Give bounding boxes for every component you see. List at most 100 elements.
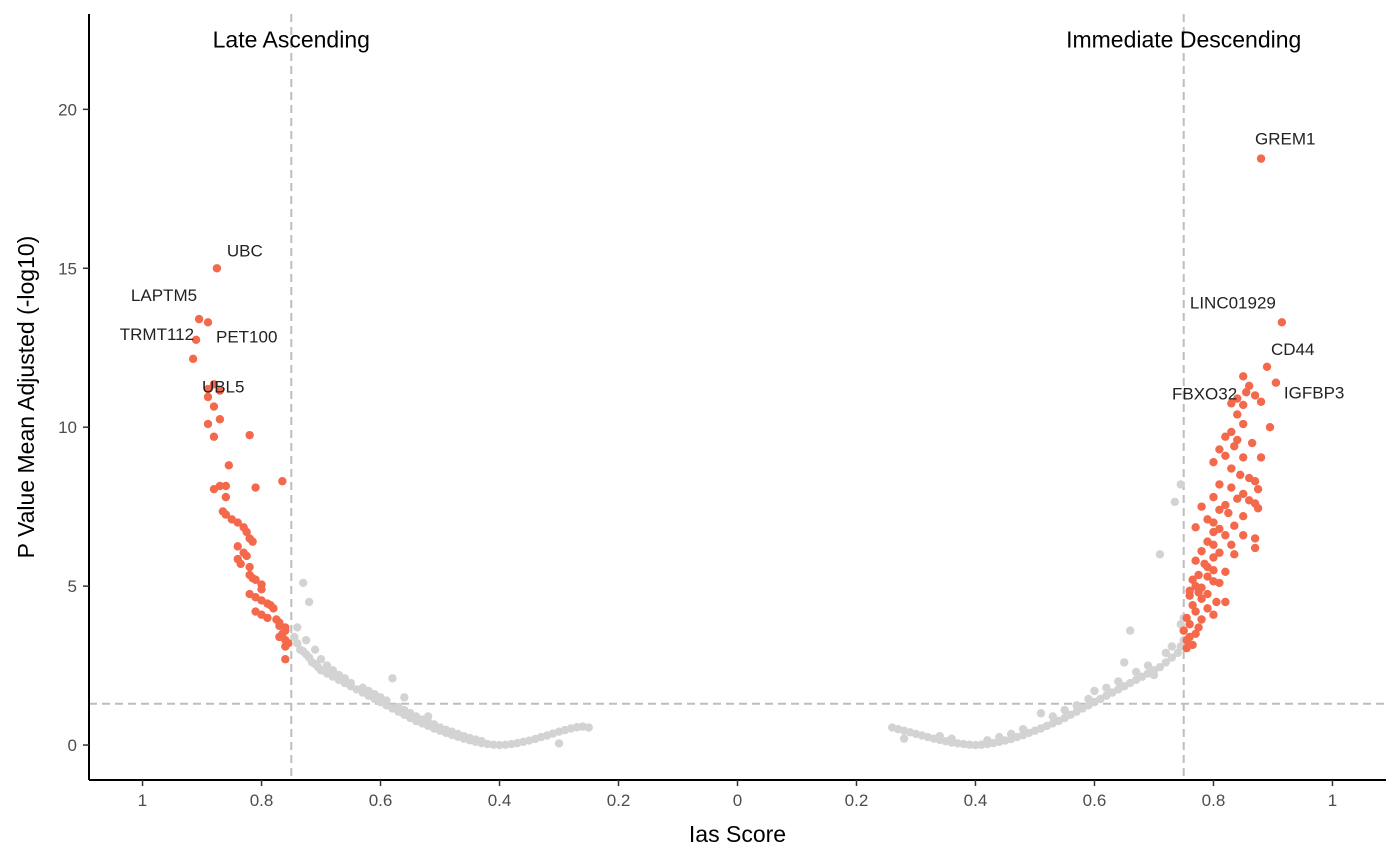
y-tick-label: 5 — [68, 577, 77, 596]
significant-point — [1215, 578, 1224, 588]
non-significant-point — [554, 739, 564, 748]
significant-point — [1185, 620, 1194, 629]
y-tick-label: 15 — [58, 259, 77, 278]
x-tick-label: 1 — [138, 791, 147, 810]
significant-point — [1250, 477, 1260, 486]
significant-point — [1233, 394, 1242, 403]
significant-point — [1233, 494, 1242, 503]
significant-point — [224, 461, 234, 470]
significant-point — [1194, 588, 1203, 597]
significant-point — [1239, 511, 1248, 521]
non-significant-point — [290, 632, 299, 642]
significant-point — [1253, 484, 1263, 494]
significant-point — [1227, 483, 1236, 492]
significant-point — [221, 481, 231, 491]
significant-point — [251, 483, 260, 492]
non-significant-point — [1114, 677, 1123, 686]
significant-point — [1227, 464, 1236, 473]
significant-point — [1239, 489, 1248, 499]
region-labels: Late Ascending Immediate Descending — [213, 26, 1302, 52]
non-significant-point — [495, 740, 504, 750]
significant-point — [215, 386, 225, 395]
non-significant-point — [322, 661, 332, 670]
x-tick-label: 0.4 — [488, 791, 512, 810]
significant-point — [1212, 597, 1221, 607]
non-significant-point — [899, 734, 909, 743]
significant-point — [1233, 410, 1242, 419]
non-significant-point — [1143, 661, 1153, 670]
significant-point — [1197, 594, 1206, 604]
significant-point — [194, 314, 204, 324]
significant-point — [215, 415, 225, 424]
significant-point — [212, 264, 222, 273]
significant-point — [203, 392, 213, 402]
non-significant-point — [1161, 658, 1171, 667]
reference-lines — [89, 14, 1386, 780]
significant-point — [1230, 521, 1239, 530]
non-significant-point — [388, 674, 397, 683]
significant-point — [209, 432, 219, 441]
significant-point — [245, 430, 254, 440]
y-tick-label: 20 — [58, 100, 77, 119]
x-tick-label: 0.6 — [369, 791, 393, 810]
non-significant-point — [293, 639, 302, 648]
non-significant-point — [935, 731, 944, 741]
non-significant-point — [310, 645, 320, 654]
significant-point — [1209, 492, 1218, 502]
significant-point — [203, 318, 213, 327]
non-significant-point — [1084, 694, 1093, 704]
significant-point — [209, 402, 219, 411]
significant-point — [233, 518, 242, 527]
significant-point — [1209, 527, 1218, 537]
non-significant-point — [1149, 670, 1159, 680]
non-significant-point — [995, 732, 1004, 742]
significant-point — [1221, 500, 1230, 510]
significant-point — [1194, 570, 1203, 580]
gene-label: LINC01929 — [1190, 293, 1276, 312]
significant-point — [1262, 362, 1272, 372]
significant-point — [1215, 445, 1224, 454]
non-significant-point — [1120, 658, 1129, 667]
x-tick-label: 0.6 — [1083, 791, 1107, 810]
x-tick-label: 0.2 — [845, 791, 869, 810]
non-significant-point — [1167, 642, 1177, 651]
significant-point — [1182, 613, 1191, 623]
non-significant-point — [1125, 626, 1135, 635]
significant-point — [1227, 427, 1236, 437]
significant-point — [1194, 623, 1203, 632]
significant-point — [1230, 550, 1239, 559]
non-significant-point — [298, 578, 308, 588]
non-significant-point — [1048, 712, 1058, 721]
gene-label: TRMT112 — [120, 325, 194, 344]
significant-point — [1241, 388, 1251, 397]
significant-point — [1230, 442, 1239, 451]
gene-label: IGFBP3 — [1284, 384, 1344, 403]
significant-point — [1185, 591, 1194, 600]
gene-label: UBC — [227, 241, 263, 260]
significant-point — [1179, 626, 1188, 635]
non-significant-point — [983, 736, 992, 745]
non-significant-point — [489, 740, 498, 749]
non-significant-point — [971, 740, 980, 750]
significant-point — [242, 551, 251, 561]
significant-point — [1209, 610, 1218, 619]
significant-point — [1239, 372, 1248, 381]
significant-point — [1221, 451, 1230, 461]
region-label: Immediate Descending — [1066, 26, 1301, 52]
significant-point — [1250, 534, 1260, 543]
significant-point — [1221, 567, 1230, 577]
gene-label: FBXO32 — [1172, 384, 1237, 403]
significant-point — [1191, 556, 1200, 565]
significant-point — [251, 575, 260, 584]
significant-point — [1256, 154, 1266, 163]
significant-point — [1215, 480, 1224, 489]
significant-point — [242, 527, 251, 537]
significant-point — [1188, 600, 1197, 610]
axes: 1 0.8 0.6 0.4 0.2 0 0.2 0.4 0.6 0.8 1 0 5 10 15 20 Ias… — [13, 14, 1386, 847]
significant-point — [1239, 531, 1248, 540]
significant-point — [1227, 399, 1236, 408]
significant-point — [1233, 435, 1242, 445]
non-significant-point — [382, 696, 391, 705]
non-significant-point — [301, 635, 311, 645]
